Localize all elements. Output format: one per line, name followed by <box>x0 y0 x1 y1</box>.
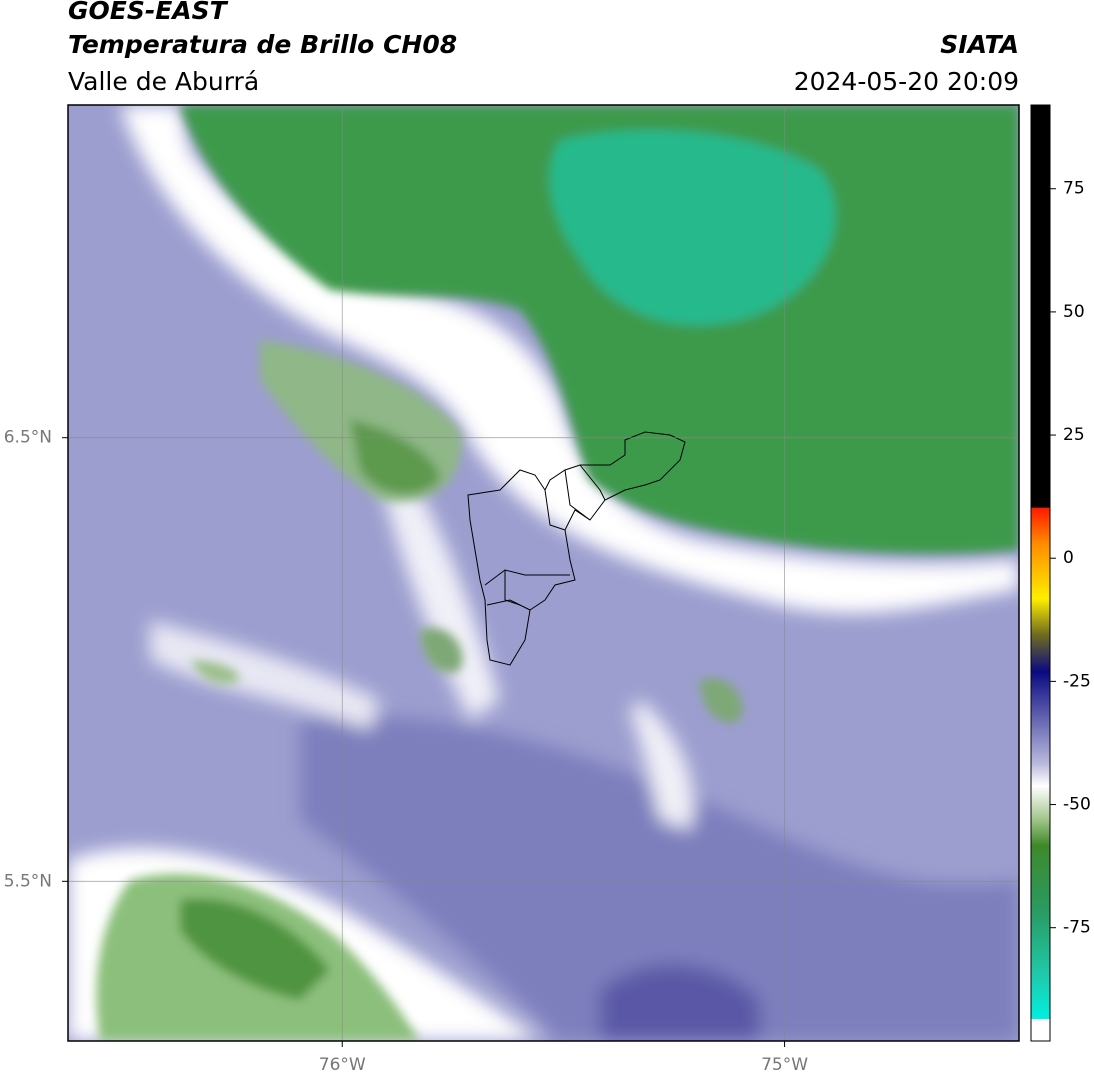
x-tick-label: 76°W <box>319 1055 366 1075</box>
colorbar-tick-label: -25 <box>1063 671 1091 691</box>
subtitle: Temperatura de Brillo CH08 <box>68 30 457 59</box>
satellite-image <box>68 105 1019 1041</box>
y-tick-label: 6.5°N <box>4 428 52 448</box>
colorbar-under <box>1031 1019 1050 1041</box>
y-tick-label: 5.5°N <box>4 871 52 891</box>
source: SIATA <box>940 30 1019 59</box>
map-frame <box>67 104 1020 1042</box>
basin-outline <box>467 431 686 666</box>
colorbar-tick-label: -50 <box>1063 795 1091 815</box>
region: Valle de Aburrá <box>68 67 259 96</box>
colorbar-tick-label: 25 <box>1063 425 1085 445</box>
colorbar-tick-label: -75 <box>1063 918 1091 938</box>
datetime: 2024-05-20 20:09 <box>794 67 1019 96</box>
colorbar <box>1031 105 1050 1019</box>
map-grid <box>68 105 1019 1041</box>
colorbar-frame <box>1030 104 1051 1042</box>
x-tick-label: 75°W <box>761 1055 808 1075</box>
title: GOES-EAST <box>68 0 229 25</box>
colorbar-tick-label: 0 <box>1063 548 1074 568</box>
colorbar-tick-label: 75 <box>1063 179 1085 199</box>
colorbar-tick-label: 50 <box>1063 302 1085 322</box>
